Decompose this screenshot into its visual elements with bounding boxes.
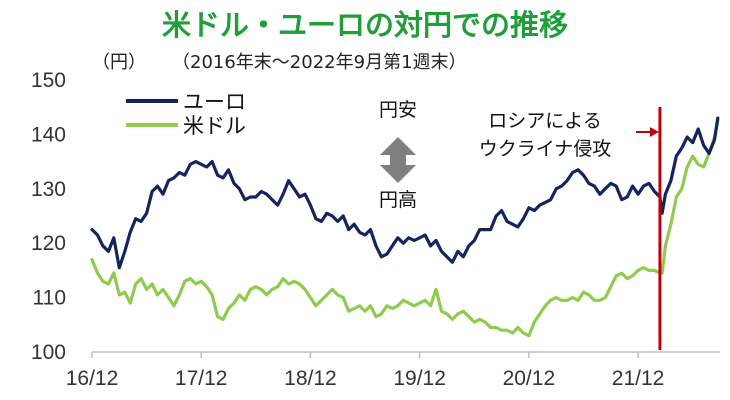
yen-direction-annotation: 円安 円高 <box>379 99 417 211</box>
y-unit-label: （円） <box>92 52 146 73</box>
event-marker: ロシアによる ウクライナ侵攻 <box>479 107 662 350</box>
x-tick-label: 20/12 <box>503 367 556 390</box>
legend: ユーロ 米ドル <box>126 90 246 138</box>
yen-weak-label: 円安 <box>379 99 417 121</box>
invasion-arrow-icon <box>649 127 659 137</box>
invasion-label-line1: ロシアによる <box>488 110 601 132</box>
y-tick-label: 110 <box>33 287 66 310</box>
x-tick-label: 18/12 <box>284 367 337 390</box>
y-tick-label: 100 <box>31 341 66 364</box>
x-axis: 16/12 17/12 18/12 19/12 20/12 21/12 <box>66 352 665 390</box>
period-note: （2016年末～2022年9月第1週末） <box>172 52 467 73</box>
x-tick-label: 16/12 <box>66 367 119 390</box>
invasion-label-line2: ウクライナ侵攻 <box>479 138 612 160</box>
legend-label-euro: ユーロ <box>183 90 246 114</box>
legend-label-usd: 米ドル <box>183 114 246 138</box>
x-tick-label: 19/12 <box>393 367 446 390</box>
x-tick-label: 17/12 <box>175 367 228 390</box>
series-layer <box>90 116 720 338</box>
y-tick-label: 130 <box>31 178 66 201</box>
y-tick-label: 150 <box>31 69 66 92</box>
series-line-euro <box>90 116 720 270</box>
x-tick-label: 21/12 <box>612 367 665 390</box>
chart-title: 米ドル・ユーロの対円での推移 <box>162 8 568 42</box>
y-tick-label: 120 <box>31 232 66 255</box>
y-axis: 150 140 130 120 110 100 <box>31 69 66 364</box>
y-tick-label: 140 <box>31 123 66 146</box>
yen-strong-label: 円高 <box>379 189 417 211</box>
series-line-usd <box>90 119 720 338</box>
double-arrow-icon <box>380 137 416 183</box>
